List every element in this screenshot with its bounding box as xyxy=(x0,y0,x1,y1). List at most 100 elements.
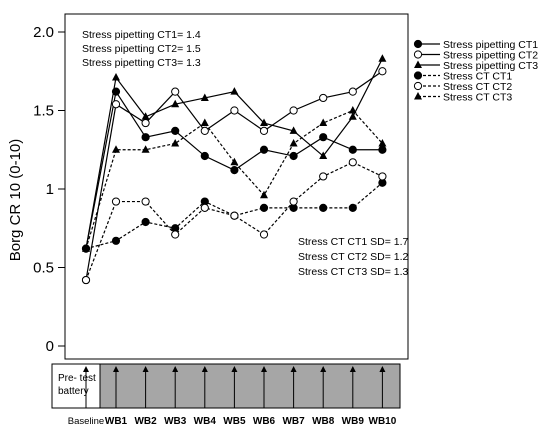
data-point xyxy=(141,217,150,227)
y-tick-label: 0 xyxy=(46,338,54,355)
data-point xyxy=(111,87,121,96)
timeline-arrow-head xyxy=(320,366,327,372)
data-point xyxy=(319,203,328,212)
legend-marker xyxy=(413,50,423,59)
data-point xyxy=(378,145,387,154)
timeline-arrows xyxy=(83,366,386,408)
data-point xyxy=(259,230,269,239)
timeline-arrow-head xyxy=(379,366,386,372)
y-ticks: 0 0.5 1 1.5 2.0 xyxy=(33,24,65,355)
timeline-shaded xyxy=(99,363,401,409)
timeline-arrow-head xyxy=(172,366,179,372)
x-category-label: WB5 xyxy=(223,416,246,427)
data-point xyxy=(348,87,357,96)
data-point xyxy=(111,197,121,206)
legend-entry: Stress pipetting CT2 xyxy=(443,50,538,62)
timeline-arrow-head xyxy=(83,366,89,372)
data-point xyxy=(171,87,180,96)
timeline-arrow-head xyxy=(261,366,267,372)
data-point xyxy=(259,203,269,212)
data-point xyxy=(319,118,328,127)
pretest-label-line-2: battery xyxy=(58,386,89,397)
data-point xyxy=(230,106,239,115)
annotation-bottom-line-1: Stress CT CT1 SD= 1.7 xyxy=(298,236,409,248)
series-line-5 xyxy=(85,161,383,281)
data-point xyxy=(81,275,91,285)
data-point xyxy=(111,236,121,245)
x-category-label: WB10 xyxy=(369,416,397,427)
legend-entry: Stress CT CT3 xyxy=(443,92,512,104)
series-line-6 xyxy=(85,109,383,249)
data-point xyxy=(378,172,387,181)
legend-marker xyxy=(413,71,423,80)
legend-entry: Stress CT CT1 xyxy=(443,71,512,83)
data-point xyxy=(378,138,387,147)
x-category-label: WB2 xyxy=(134,416,157,427)
data-point xyxy=(171,99,180,108)
legend-marker xyxy=(413,39,423,49)
legend-marker xyxy=(414,92,422,100)
timeline-arrow-head xyxy=(142,366,149,372)
data-point xyxy=(289,126,298,134)
pretest-label-line-1: Pre- test xyxy=(58,373,96,384)
annotation-top-line-1: Stress pipetting CT1= 1.4 xyxy=(82,29,201,41)
data-point xyxy=(289,197,298,206)
data-point xyxy=(259,126,269,136)
data-point xyxy=(171,138,180,147)
data-point xyxy=(200,93,209,101)
data-point xyxy=(378,54,387,62)
data-point xyxy=(348,203,357,212)
timeline-panel: Pre- test battery Baseline WB1 WB2 WB3 WB4 WB… xyxy=(51,363,401,427)
series-markers xyxy=(81,54,387,285)
data-point xyxy=(171,126,180,136)
data-point xyxy=(260,190,268,199)
timeline-arrow-head xyxy=(113,366,119,372)
data-point xyxy=(260,118,268,127)
data-point xyxy=(112,73,120,81)
data-point xyxy=(319,93,328,103)
x-category-label: WB9 xyxy=(342,416,365,427)
x-category-label: WB6 xyxy=(253,416,276,427)
data-point xyxy=(200,118,209,127)
legend-marker xyxy=(413,81,423,91)
data-point xyxy=(289,138,298,147)
legend-entry: Stress pipetting CT1 xyxy=(443,39,538,51)
data-point xyxy=(348,158,357,167)
series-line-3 xyxy=(85,58,383,249)
data-point xyxy=(141,133,150,142)
y-tick-label: 0.5 xyxy=(33,260,54,277)
x-category-label: WB8 xyxy=(312,416,335,427)
data-point xyxy=(230,87,239,95)
data-point xyxy=(111,100,121,109)
data-point xyxy=(141,118,150,128)
data-point xyxy=(112,145,120,153)
data-point xyxy=(348,112,357,120)
annotation-top-line-2: Stress pipetting CT2= 1.5 xyxy=(82,43,201,55)
data-point xyxy=(230,166,239,175)
annotation-bottom-line-3: Stress CT CT3 SD= 1.3 xyxy=(298,266,409,278)
x-category-label: WB1 xyxy=(105,416,128,427)
annotation-bottom: Stress CT CT1 SD= 1.7 Stress CT CT2 SD= … xyxy=(298,236,409,278)
annotation-top-line-3: Stress pipetting CT3= 1.3 xyxy=(82,57,201,69)
annotation-top: Stress pipetting CT1= 1.4 Stress pipetti… xyxy=(82,29,201,69)
x-categories: Baseline WB1 WB2 WB3 WB4 WB5 WB6 WB7 WB8 WB9 WB10 xyxy=(68,416,397,427)
legend-entry: Stress CT CT2 xyxy=(443,81,512,93)
annotation-bottom-line-2: Stress CT CT2 SD= 1.2 xyxy=(298,251,409,263)
data-point xyxy=(141,112,150,120)
y-axis-label: Borg CR 10 (0-10) xyxy=(7,139,24,262)
data-point xyxy=(289,151,298,161)
data-point xyxy=(82,244,90,252)
data-point xyxy=(200,203,209,212)
series-line-2 xyxy=(85,70,383,281)
y-tick-label: 1 xyxy=(46,181,54,198)
y-tick-label: 1.5 xyxy=(33,103,54,120)
data-point xyxy=(230,211,239,220)
y-tick-label: 2.0 xyxy=(33,24,54,41)
data-point xyxy=(200,151,209,161)
legend-entry: Stress pipetting CT3 xyxy=(443,60,538,72)
timeline-arrow-head xyxy=(290,366,297,372)
data-point xyxy=(319,133,328,142)
data-point xyxy=(171,230,180,239)
